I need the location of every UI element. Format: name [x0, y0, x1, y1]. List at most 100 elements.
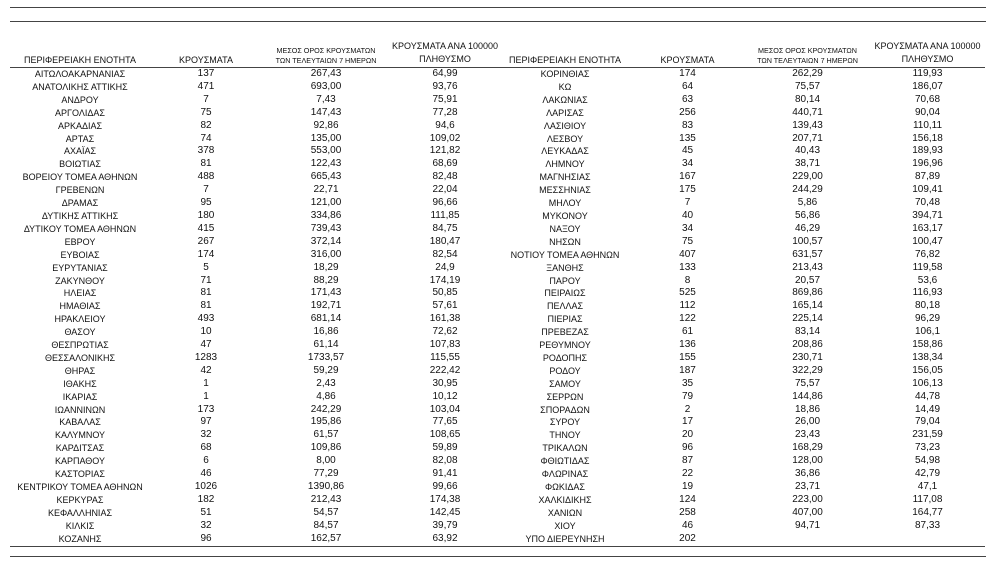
avg7-cell: 242,29 [310, 403, 342, 415]
per100k-cell: 99,66 [432, 481, 458, 492]
table-row: ΧΑΛΚΙΔΙΚΗΣ 124 223,00 117,08 [500, 494, 985, 507]
region-cell: ΠΕΙΡΑΙΩΣ [544, 288, 586, 299]
cases-cell: 182 [197, 493, 215, 505]
per100k-cell: 116,93 [912, 287, 943, 299]
table-row: ΔΡΑΜΑΣ 95 121,00 96,66 [10, 197, 500, 210]
table-row: ΛΗΜΝΟΥ 34 38,71 196,96 [500, 158, 985, 171]
cases-cell: 97 [200, 416, 212, 428]
table-row: ΥΠΟ ΔΙΕΡΕΥΝΗΣΗ 202 [500, 532, 985, 547]
region-cell: ΦΛΩΡΙΝΑΣ [541, 469, 589, 480]
avg7-cell: 223,00 [792, 493, 823, 505]
cases-cell: 180 [197, 209, 215, 221]
region-cell: ΑΙΤΩΛΟΑΚΑΡΝΑΝΙΑΣ [34, 69, 126, 79]
region-cell: ΕΥΒΟΙΑΣ [60, 249, 100, 260]
avg7-cell: 46,29 [794, 222, 821, 234]
table-row: ΚΙΛΚΙΣ 32 84,57 39,79 [10, 520, 500, 533]
cases-cell: 258 [679, 506, 696, 518]
per100k-cell: 59,89 [432, 442, 458, 454]
per100k-cell: 189,93 [912, 145, 943, 157]
per100k-cell: 87,33 [914, 519, 941, 531]
region-cell: ΣΥΡΟΥ [549, 417, 581, 428]
region-cell: ΧΑΝΙΩΝ [547, 507, 583, 518]
header-row: ΠΕΡΙΦΕΡΕΙΑΚΗ ΕΝΟΤΗΤΑ ΚΡΟΥΣΜΑΤΑ ΜΕΣΟΣ ΟΡΟ… [500, 40, 985, 68]
per100k-cell: 106,13 [912, 377, 943, 389]
region-cell: ΚΟΡΙΝΘΙΑΣ [540, 69, 590, 79]
per100k-cell: 93,76 [432, 80, 458, 92]
avg7-cell: 7,43 [316, 93, 336, 105]
cases-cell: 68 [200, 442, 212, 454]
per100k-cell [870, 532, 985, 547]
per100k-cell: 394,71 [912, 209, 943, 221]
avg7-cell: 316,00 [310, 248, 342, 260]
avg7-cell: 5,86 [797, 197, 818, 209]
table-row: ΚΑΒΑΛΑΣ 97 195,86 77,65 [10, 416, 500, 429]
per100k-cell: 106,1 [914, 326, 941, 338]
cases-cell: 1 [203, 390, 209, 402]
region-cell: ΚΑΛΥΜΝΟΥ [54, 430, 106, 441]
per100k-cell: 156,18 [912, 132, 943, 144]
region-cell: ΑΡΤΑΣ [65, 133, 95, 144]
per100k-cell: 82,48 [432, 171, 458, 183]
region-cell: ΤΡΙΚΑΛΩΝ [542, 443, 588, 454]
avg7-cell: 94,71 [794, 519, 821, 531]
avg7-cell: 165,14 [792, 300, 823, 312]
avg7-cell: 54,57 [313, 506, 339, 518]
table-row: ΒΟΙΩΤΙΑΣ 81 122,43 68,69 [10, 158, 500, 171]
table-row: ΚΑΡΠΑΘΟΥ 6 8,00 82,08 [10, 455, 500, 468]
per100k-cell: 77,65 [432, 416, 458, 428]
per100k-cell: 47,1 [917, 481, 938, 492]
per100k-cell: 117,08 [912, 493, 943, 505]
avg7-cell: 84,57 [313, 519, 339, 531]
region-cell: ΧΑΛΚΙΔΙΚΗΣ [538, 494, 592, 505]
cases-cell: 136 [679, 339, 696, 351]
table-row: ΕΥΡΥΤΑΝΙΑΣ 5 18,29 24,9 [10, 262, 500, 275]
region-cell: ΙΚΑΡΙΑΣ [62, 391, 98, 402]
per100k-cell: 164,77 [912, 506, 943, 518]
cases-cell: 124 [679, 493, 696, 505]
avg7-cell: 109,86 [310, 442, 342, 454]
cases-cell: 83 [681, 119, 694, 131]
cases-cell: 167 [679, 171, 696, 183]
region-cell: ΜΥΚΟΝΟΥ [542, 210, 588, 221]
avg7-cell: 121,00 [310, 197, 342, 209]
avg7-cell [745, 532, 870, 547]
region-cell: ΚΑΡΔΙΤΣΑΣ [55, 443, 105, 454]
cases-cell: 493 [197, 313, 215, 325]
region-cell: ΡΟΔΟΠΗΣ [542, 352, 588, 363]
region-cell: ΠΑΡΟΥ [549, 275, 581, 286]
table-row: ΙΩΑΝΝΙΝΩΝ 173 242,29 103,04 [10, 404, 500, 417]
table-row: ΘΕΣΠΡΩΤΙΑΣ 47 61,14 107,83 [10, 339, 500, 352]
table-row: ΚΑΣΤΟΡΙΑΣ 46 77,29 91,41 [10, 468, 500, 481]
avg7-cell: 75,57 [794, 377, 821, 389]
table-row: ΤΡΙΚΑΛΩΝ 96 168,29 73,23 [500, 442, 985, 455]
cases-cell: 174 [679, 68, 696, 79]
region-cell: ΣΕΡΡΩΝ [546, 391, 584, 402]
region-cell: ΦΘΙΩΤΙΔΑΣ [540, 456, 590, 467]
region-cell: ΝΟΤΙΟΥ ΤΟΜΕΑ ΑΘΗΝΩΝ [510, 249, 620, 260]
table-row: ΗΡΑΚΛΕΙΟΥ 493 681,14 161,38 [10, 313, 500, 326]
header-per100k: ΚΡΟΥΣΜΑΤΑ ΑΝΑ 100000 ΠΛΗΘΥΣΜΟ [870, 40, 985, 68]
region-cell: ΜΑΓΝΗΣΙΑΣ [539, 172, 591, 183]
region-cell: ΣΠΟΡΑΔΩΝ [540, 404, 590, 415]
per100k-cell: 76,82 [914, 248, 941, 260]
cases-cell: 8 [684, 274, 691, 286]
per100k-cell: 96,29 [914, 313, 941, 325]
per100k-cell: 156,05 [912, 364, 943, 376]
cases-cell: 22 [681, 468, 694, 480]
avg7-cell: 229,00 [792, 171, 823, 183]
per100k-cell: 111,85 [430, 209, 460, 221]
cases-cell: 61 [681, 326, 694, 338]
avg7-cell: 334,86 [310, 209, 342, 221]
region-cell: ΠΙΕΡΙΑΣ [547, 314, 583, 325]
region-cell: ΑΝΑΤΟΛΙΚΗΣ ΑΤΤΙΚΗΣ [32, 81, 128, 92]
avg7-cell: 213,43 [792, 261, 823, 273]
per100k-cell: 90,04 [914, 106, 941, 118]
per100k-cell: 108,65 [429, 429, 461, 441]
table-body-left: ΑΙΤΩΛΟΑΚΑΡΝΑΝΙΑΣ 137 267,43 64,99 ΑΝΑΤΟΛΙΚΗΣ… [10, 68, 500, 547]
per100k-cell: 163,17 [912, 222, 943, 234]
cases-cell: 175 [679, 184, 696, 196]
table-row: ΝΟΤΙΟΥ ΤΟΜΕΑ ΑΘΗΝΩΝ 407 631,57 76,82 [500, 249, 985, 262]
per100k-cell: 70,68 [914, 93, 941, 105]
per100k-cell: 174,19 [429, 274, 461, 286]
region-cell: ΚΕΦΑΛΛΗΝΙΑΣ [47, 507, 113, 518]
